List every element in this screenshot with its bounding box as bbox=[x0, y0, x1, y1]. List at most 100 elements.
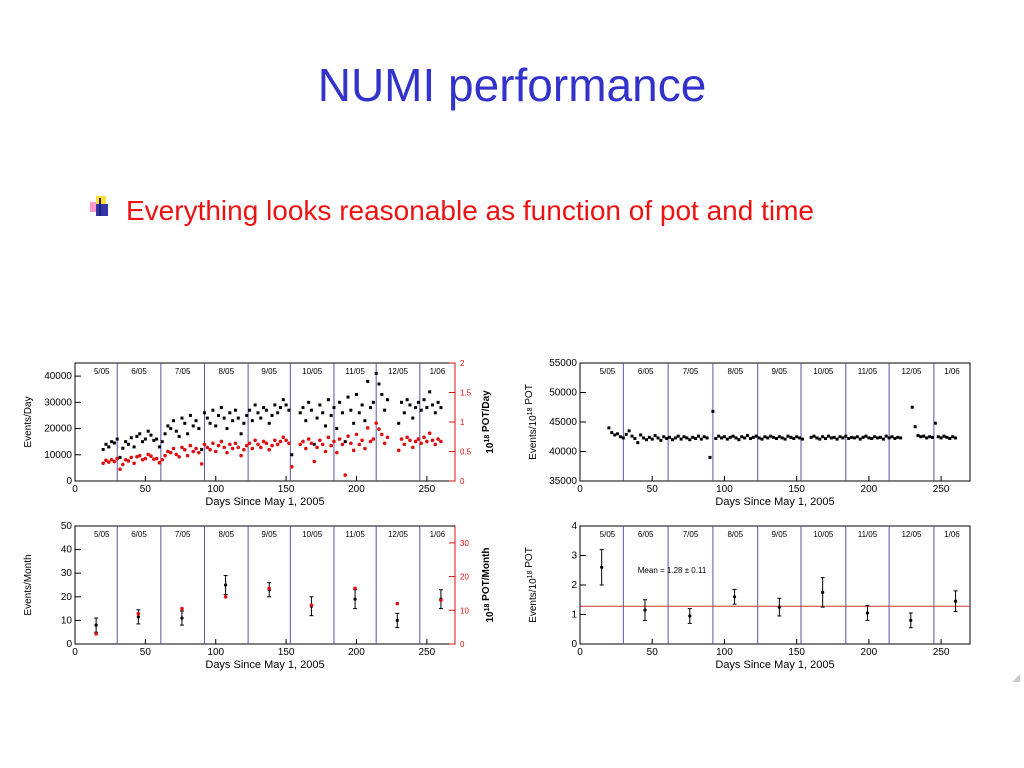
x-tick-label: 50 bbox=[647, 647, 659, 658]
data-point bbox=[780, 436, 784, 440]
data-point bbox=[371, 400, 375, 404]
pot-data-point bbox=[318, 438, 322, 443]
pot-data-point bbox=[320, 442, 325, 447]
data-point bbox=[385, 398, 389, 402]
pot-data-point bbox=[258, 445, 263, 450]
data-point bbox=[363, 419, 367, 423]
month-label: 6/05 bbox=[131, 367, 147, 376]
pot-data-point bbox=[146, 452, 150, 457]
month-label: 1/06 bbox=[944, 530, 960, 539]
pot-data-point bbox=[177, 455, 181, 459]
x-tick-label: 150 bbox=[788, 647, 805, 658]
data-point bbox=[411, 416, 415, 420]
data-point bbox=[737, 438, 741, 442]
data-point bbox=[228, 411, 232, 415]
month-label: 7/05 bbox=[175, 367, 191, 376]
plot-frame bbox=[579, 525, 971, 645]
y2-tick-label: 30 bbox=[460, 539, 469, 548]
data-point bbox=[335, 427, 339, 431]
data-point bbox=[191, 424, 195, 428]
pot-data-point bbox=[371, 437, 376, 441]
pot-data-point bbox=[301, 439, 305, 444]
data-point bbox=[933, 421, 937, 425]
data-point bbox=[951, 435, 955, 439]
data-point bbox=[250, 419, 254, 423]
chart-events-per-month: 5/05 6/05 7/05 8/05 9/05 10/05 11/05 12/05 1/06 0… bbox=[23, 521, 496, 671]
pot-data-point bbox=[334, 450, 339, 455]
month-label: 6/05 bbox=[638, 367, 654, 376]
data-point bbox=[618, 435, 622, 439]
pot-data-point bbox=[309, 441, 314, 446]
data-point bbox=[374, 371, 378, 375]
y-axis-label: Events/1018 POT bbox=[524, 384, 539, 460]
data-point bbox=[861, 435, 865, 439]
pot-data-point bbox=[160, 457, 165, 462]
pot-data-point bbox=[416, 437, 421, 441]
month-label: 12/05 bbox=[388, 367, 409, 376]
month-label: 1/06 bbox=[944, 367, 960, 376]
pot-data-point bbox=[168, 450, 173, 455]
data-point bbox=[172, 419, 176, 423]
pot-data-point bbox=[408, 438, 412, 443]
y-tick-label: 2 bbox=[571, 580, 577, 591]
data-point bbox=[714, 437, 718, 441]
pot-data-point bbox=[185, 453, 190, 458]
data-point bbox=[616, 432, 620, 436]
data-point bbox=[899, 436, 903, 440]
data-point bbox=[104, 442, 108, 446]
data-point bbox=[262, 406, 266, 410]
month-label: 12/05 bbox=[388, 530, 409, 539]
data-point bbox=[821, 435, 825, 439]
pot-data-point bbox=[351, 448, 356, 453]
pot-data-point bbox=[353, 586, 357, 591]
data-point bbox=[621, 436, 625, 440]
data-point bbox=[94, 623, 98, 627]
data-point bbox=[910, 405, 914, 409]
pot-data-point bbox=[377, 427, 381, 431]
pot-data-point bbox=[329, 443, 333, 448]
pot-data-point bbox=[250, 446, 255, 451]
data-point bbox=[287, 408, 291, 412]
data-point bbox=[696, 434, 700, 438]
pot-data-point bbox=[281, 435, 286, 440]
data-point bbox=[149, 433, 153, 437]
x-tick-label: 100 bbox=[716, 647, 733, 658]
slide-title: NUMI performance bbox=[317, 59, 707, 111]
data-point bbox=[135, 434, 139, 438]
data-point bbox=[177, 434, 181, 438]
data-point bbox=[694, 437, 698, 441]
y-tick-label: 45000 bbox=[549, 417, 577, 428]
pot-data-point bbox=[121, 462, 125, 467]
y-tick-label: 0 bbox=[571, 639, 577, 650]
data-point bbox=[157, 445, 161, 449]
data-point bbox=[307, 400, 311, 404]
data-point bbox=[763, 435, 767, 439]
y-tick-label: 20 bbox=[61, 592, 73, 603]
pot-data-point bbox=[419, 441, 424, 446]
data-point bbox=[772, 435, 776, 439]
data-point bbox=[428, 390, 432, 394]
data-point bbox=[818, 437, 822, 441]
data-point bbox=[769, 434, 773, 438]
pot-data-point bbox=[374, 421, 378, 425]
pot-data-point bbox=[315, 445, 319, 450]
x-axis-label: Days Since May 1, 2005 bbox=[205, 659, 324, 671]
month-label: 12/05 bbox=[901, 367, 922, 376]
pot-data-point bbox=[396, 448, 401, 453]
data-point bbox=[318, 403, 322, 407]
data-point bbox=[795, 435, 799, 439]
data-point bbox=[650, 437, 654, 441]
data-point bbox=[607, 426, 611, 430]
data-point bbox=[353, 597, 357, 601]
data-point bbox=[673, 436, 677, 440]
data-point bbox=[945, 435, 949, 439]
data-point bbox=[284, 403, 288, 407]
month-label: 6/05 bbox=[131, 530, 147, 539]
data-point bbox=[383, 408, 387, 412]
y2-tick-label: 0 bbox=[460, 640, 465, 649]
pot-data-point bbox=[247, 441, 252, 446]
data-point bbox=[930, 435, 934, 439]
data-point bbox=[180, 616, 184, 620]
data-point bbox=[734, 436, 738, 440]
x-tick-label: 200 bbox=[348, 484, 365, 495]
